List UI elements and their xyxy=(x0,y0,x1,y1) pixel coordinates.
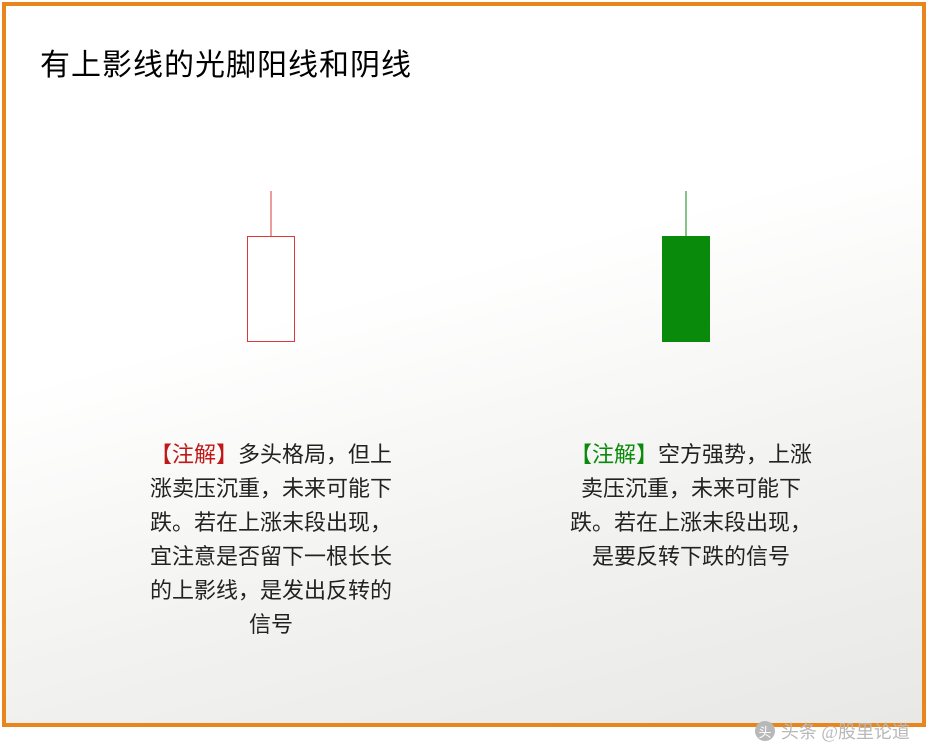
candle-yang-body xyxy=(247,236,295,342)
page-title: 有上影线的光脚阳线和阴线 xyxy=(40,40,412,84)
annotation-left-text: 多头格局，但上涨卖压沉重，未来可能下跌。若在上涨末段出现，宜注意是否留下一根长长… xyxy=(150,442,392,637)
watermark-text: 头条 @股里论道 xyxy=(781,718,910,744)
diagram-frame: 有上影线的光脚阳线和阴线 【注解】多头格局，但上涨卖压沉重，未来可能下跌。若在上… xyxy=(2,2,926,727)
candle-yin-body xyxy=(662,236,710,342)
candle-yang-upper-wick xyxy=(271,191,272,236)
annotation-right-label: 【注解】 xyxy=(570,442,658,467)
annotation-left-label: 【注解】 xyxy=(150,442,238,467)
annotation-right: 【注解】空方强势，上涨卖压沉重，未来可能下跌。若在上涨末段出现，是要反转下跌的信… xyxy=(561,438,821,574)
watermark-icon: 头 xyxy=(755,721,775,741)
annotation-left: 【注解】多头格局，但上涨卖压沉重，未来可能下跌。若在上涨末段出现，宜注意是否留下… xyxy=(141,438,401,643)
candle-yin-upper-wick xyxy=(686,191,687,236)
watermark: 头 头条 @股里论道 xyxy=(755,718,910,744)
